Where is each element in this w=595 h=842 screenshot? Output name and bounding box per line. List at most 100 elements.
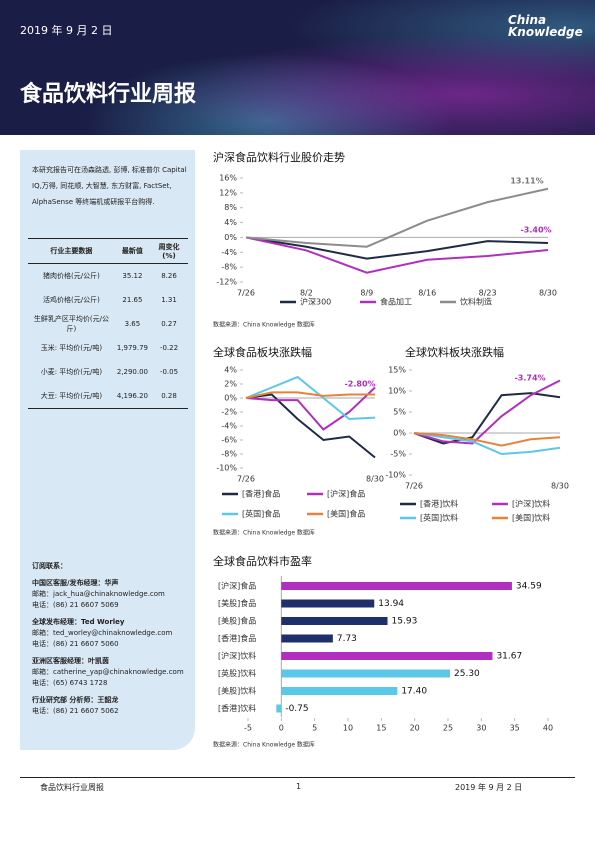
bar <box>281 652 493 660</box>
legend-label: [美国]食品 <box>327 509 365 519</box>
x-tick-label: 8/2 <box>300 289 313 298</box>
x-tick-label: 30 <box>476 724 486 733</box>
bar <box>281 599 375 608</box>
series-line <box>245 375 376 421</box>
report-date: 2019 年 9 月 2 日 <box>20 24 113 37</box>
source-note: 数据来源：China Knowledge 数据库 <box>213 321 315 329</box>
y-tick-label: 2% <box>224 380 237 389</box>
x-tick-label: 40 <box>543 724 553 733</box>
table-cell: 35.12 <box>122 272 143 280</box>
annotation: -3.40% <box>520 226 551 235</box>
table-row: 活鸡价格(元/公斤) 21.65 1.31 <box>28 288 188 312</box>
legend-label: [香港]食品 <box>242 489 280 499</box>
contact-role: 中国区客服/发布经理：华声 <box>32 579 119 587</box>
y-tick-label: -8% <box>221 263 237 272</box>
value-label: 13.94 <box>378 599 404 609</box>
y-tick-label: 4% <box>224 218 237 227</box>
y-tick-label: 8% <box>224 203 237 212</box>
y-tick-label: 12% <box>219 188 237 197</box>
report-title: 食品饮料行业周报 <box>20 82 197 107</box>
y-tick-label: -4% <box>221 248 237 257</box>
footer-date: 2019 年 9 月 2 日 <box>455 783 523 792</box>
x-tick-label: 8/9 <box>360 289 373 298</box>
footer-rule <box>20 777 575 778</box>
x-tick-label: 7/26 <box>237 475 255 484</box>
x-tick-label: 5 <box>312 724 317 733</box>
value-label: 34.59 <box>516 582 542 592</box>
legend-label: [沪深]饮料 <box>512 499 550 509</box>
table-cell: 0.27 <box>161 320 177 328</box>
x-tick-label: 8/30 <box>551 482 569 491</box>
table-row: 大豆: 平均价(元/吨) 4,196.20 0.28 <box>28 384 188 409</box>
bar <box>281 617 388 625</box>
contact-email: 邮箱：ted_worley@chinaknowledge.com <box>32 629 173 637</box>
column-header: 最新值 <box>114 238 151 264</box>
contacts-heading: 订阅联系： <box>32 562 67 570</box>
table-cell: 生鲜乳产区平均价(元/公斤) <box>33 315 109 333</box>
legend-label: [美国]饮料 <box>512 513 550 523</box>
value-label: 15.93 <box>392 617 418 627</box>
legend-label: [香港]饮料 <box>420 499 458 509</box>
table-cell: 8.26 <box>161 272 177 280</box>
y-tick-label: -8% <box>221 450 237 459</box>
y-tick-label: -6% <box>221 436 237 445</box>
value-label: 7.73 <box>337 634 357 644</box>
legend-label: [英国]饮料 <box>420 513 458 523</box>
series-line <box>245 391 375 399</box>
category-label: [美股]食品 <box>218 616 256 626</box>
table-cell: 0.28 <box>150 384 188 409</box>
chart-title: 全球食品饮料市盈率 <box>213 554 312 568</box>
contacts: 订阅联系： 中国区客服/发布经理：华声邮箱：jack_hua@chinaknowl… <box>32 555 192 717</box>
contact-email: 邮箱：jack_hua@chinaknowledge.com <box>32 590 165 598</box>
table-cell: 玉米: 平均价(元/吨) <box>40 344 103 352</box>
contact-role: 行业研究部 分析师：王韶龙 <box>32 696 119 704</box>
x-tick-label: 8/23 <box>479 289 497 298</box>
contact-email: 邮箱：catherine_yap@chinaknowledge.com <box>32 668 184 676</box>
chart-title: 全球饮料板块涨跌幅 <box>405 345 504 359</box>
table-cell: 活鸡价格(元/公斤) <box>43 296 100 304</box>
footer-title: 食品饮料行业周报 <box>40 783 104 792</box>
table-cell: 猪肉价格(元/公斤) <box>43 272 100 280</box>
value-label: 17.40 <box>401 687 427 697</box>
x-tick-label: 25 <box>443 724 453 733</box>
table-cell: 大豆: 平均价(元/吨) <box>28 384 115 409</box>
x-tick-label: 0 <box>279 724 284 733</box>
table-cell: -0.22 <box>159 344 179 352</box>
category-label: [美股]食品 <box>218 598 256 608</box>
x-tick-label: 15 <box>376 724 386 733</box>
source-note: 数据来源：China Knowledge 数据库 <box>213 529 315 537</box>
series-line <box>245 236 549 274</box>
bar <box>281 687 398 695</box>
table-row: 猪肉价格(元/公斤) 35.12 8.26 <box>28 264 188 289</box>
y-tick-label: 0% <box>224 394 237 403</box>
category-label: [英股]饮料 <box>218 668 256 678</box>
value-label: -0.75 <box>285 704 308 714</box>
annotation: -3.74% <box>514 374 545 383</box>
x-tick-label: 7/26 <box>237 289 255 298</box>
contact-phone: 电话：(65) 6743 1728 <box>32 679 108 687</box>
series-line <box>413 432 561 447</box>
table-cell: 21.65 <box>122 296 143 304</box>
category-label: [香港]饮料 <box>218 703 256 713</box>
y-tick-label: -2% <box>221 408 237 417</box>
series-line <box>413 379 561 445</box>
x-tick-label: 20 <box>410 724 420 733</box>
sidebar: 本研究报告可在汤森路透, 彭博, 标准普尔 Capital IQ,万得, 同花顺… <box>20 150 195 750</box>
header: 2019 年 9 月 2 日 China Knowledge 食品饮料行业周报 <box>0 0 595 135</box>
contact-phone: 电话：(86) 21 6607 5060 <box>32 640 119 648</box>
logo-line: China <box>508 13 547 27</box>
x-tick-label: 35 <box>510 724 520 733</box>
bar <box>276 704 282 713</box>
contact-phone: 电话：(86) 21 6607 5069 <box>32 601 119 609</box>
bar <box>281 582 512 590</box>
x-tick-label: 7/26 <box>405 482 423 491</box>
bar <box>281 669 450 678</box>
y-tick-label: 10% <box>388 387 406 396</box>
value-label: 31.67 <box>496 652 522 662</box>
table-row: 小麦: 平均价(元/吨) 2,290.00 -0.05 <box>28 360 188 384</box>
chart-title: 沪深食品饮料行业股价走势 <box>213 150 345 164</box>
series-line <box>245 236 549 260</box>
y-tick-label: 5% <box>393 408 406 417</box>
